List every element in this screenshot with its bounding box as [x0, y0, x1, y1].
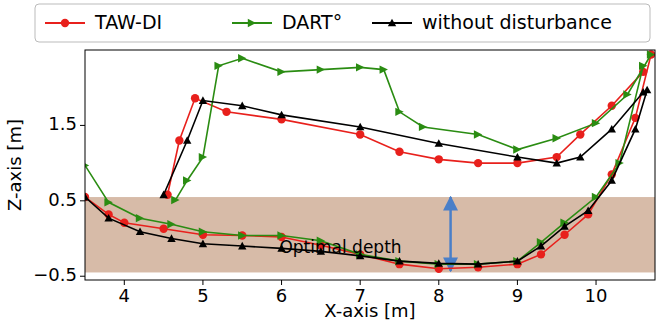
point	[222, 108, 230, 116]
legend-label: TAW-DI	[94, 11, 162, 33]
point	[85, 161, 89, 169]
legend-marker	[61, 19, 69, 27]
point	[238, 54, 246, 62]
point	[553, 159, 561, 167]
point	[395, 108, 403, 116]
point	[631, 125, 639, 133]
point	[277, 111, 285, 119]
point	[608, 125, 616, 133]
point	[380, 65, 388, 73]
point	[136, 228, 144, 236]
point	[435, 139, 443, 147]
legend-label: DART°	[282, 11, 342, 33]
x-tick-label: 9	[512, 285, 523, 306]
point	[199, 153, 207, 161]
point	[553, 134, 561, 142]
point	[513, 257, 521, 265]
x-tick-label: 10	[585, 285, 608, 306]
point	[167, 234, 175, 242]
point	[639, 62, 647, 70]
frame	[85, 50, 655, 280]
depth-arrow	[449, 197, 452, 271]
point	[104, 198, 112, 206]
point	[356, 63, 364, 71]
point	[474, 159, 482, 167]
point	[85, 193, 89, 201]
point	[159, 225, 167, 233]
point	[317, 65, 325, 73]
legend-marker	[248, 19, 256, 27]
point	[419, 123, 427, 131]
point	[171, 196, 179, 204]
point	[104, 214, 112, 222]
point	[623, 90, 631, 98]
point	[560, 231, 568, 239]
point	[238, 231, 246, 239]
point	[277, 68, 285, 76]
point	[238, 242, 246, 250]
y-axis-label: Z-axis [m]	[4, 119, 25, 211]
point	[576, 153, 584, 161]
point	[159, 191, 167, 199]
point	[199, 240, 207, 248]
point	[647, 50, 655, 58]
point	[136, 214, 144, 222]
point	[183, 176, 191, 184]
chart: Optimal depth45678910−0.50.51.5X-axis [m…	[0, 0, 657, 322]
series-line	[85, 55, 651, 265]
point	[199, 96, 207, 104]
series-line	[85, 90, 647, 264]
point	[647, 50, 655, 58]
point	[167, 220, 175, 228]
x-axis-label: X-axis [m]	[324, 300, 415, 321]
x-tick-label: 8	[433, 285, 444, 306]
point	[238, 102, 246, 110]
point	[435, 259, 443, 267]
point	[584, 206, 592, 214]
legend: TAW-DI DART° without disturbance	[35, 4, 650, 42]
point	[513, 153, 521, 161]
legend-marker	[388, 19, 396, 27]
legend-label: without disturbance	[422, 11, 612, 33]
point	[356, 123, 364, 131]
point	[474, 260, 482, 268]
point	[238, 231, 246, 239]
point	[560, 222, 568, 230]
y-tick-label: −0.5	[33, 264, 77, 285]
point	[183, 136, 191, 144]
x-tick-label: 5	[197, 285, 208, 306]
y-tick-label: 1.5	[48, 113, 77, 134]
y-tick	[80, 276, 85, 277]
point	[356, 130, 364, 138]
point	[214, 62, 222, 70]
y-tick	[80, 125, 85, 126]
plot-area	[85, 50, 655, 273]
x-tick-label: 6	[276, 285, 287, 306]
point	[537, 250, 545, 258]
point	[395, 257, 403, 265]
point	[537, 242, 545, 250]
point	[395, 148, 403, 156]
point	[199, 228, 207, 236]
point	[474, 130, 482, 138]
point	[191, 94, 199, 102]
point	[85, 193, 89, 201]
point	[608, 176, 616, 184]
point	[639, 88, 647, 96]
y-tick-label: 0.5	[48, 189, 77, 210]
series-line	[85, 55, 651, 269]
point	[592, 119, 600, 127]
optimal-depth-band	[85, 197, 655, 272]
point	[576, 130, 584, 138]
point	[175, 136, 183, 144]
point	[513, 145, 521, 153]
legend-box	[35, 4, 650, 42]
point	[435, 155, 443, 163]
y-tick	[80, 200, 85, 201]
annotation: Optimal depth	[279, 237, 401, 257]
x-tick-label: 4	[119, 285, 130, 306]
